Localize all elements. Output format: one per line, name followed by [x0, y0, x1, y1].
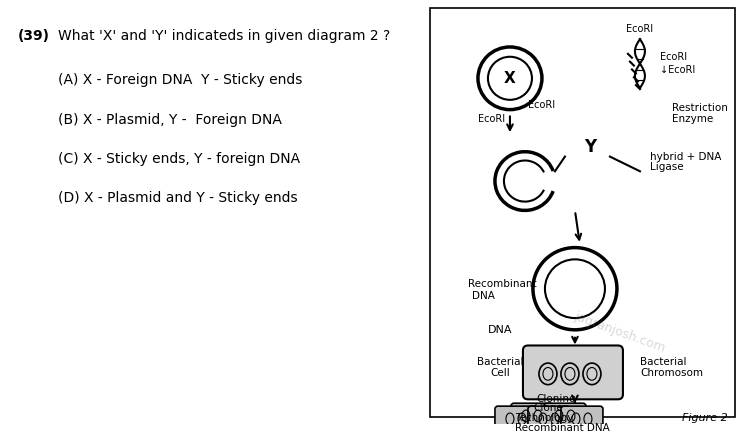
- FancyBboxPatch shape: [430, 8, 735, 417]
- FancyBboxPatch shape: [561, 406, 603, 432]
- Text: (A) X - Foreign DNA  Y - Sticky ends: (A) X - Foreign DNA Y - Sticky ends: [58, 74, 302, 87]
- Text: (39): (39): [18, 29, 50, 43]
- Text: DNA: DNA: [472, 291, 495, 301]
- Text: Enzyme: Enzyme: [672, 113, 713, 123]
- Text: Chromosom: Chromosom: [640, 368, 703, 378]
- Text: Cell: Cell: [490, 368, 510, 378]
- Text: EcoRI: EcoRI: [626, 24, 653, 34]
- Text: EcoRI: EcoRI: [528, 100, 555, 110]
- Text: Recombinant: Recombinant: [468, 279, 536, 289]
- Text: (C) X - Sticky ends, Y - foreign DNA: (C) X - Sticky ends, Y - foreign DNA: [58, 152, 300, 166]
- Text: Bacterial: Bacterial: [477, 357, 523, 367]
- Text: EcoRI: EcoRI: [660, 52, 687, 62]
- Text: Technology: Technology: [515, 413, 574, 423]
- Text: hybrid + DNA: hybrid + DNA: [650, 152, 722, 162]
- Text: Recombinant DNA: Recombinant DNA: [515, 423, 609, 433]
- Text: What 'X' and 'Y' indicateds in given diagram 2 ?: What 'X' and 'Y' indicateds in given dia…: [58, 29, 391, 43]
- Text: (D) X - Plasmid and Y - Sticky ends: (D) X - Plasmid and Y - Sticky ends: [58, 191, 298, 205]
- Text: ↓EcoRI: ↓EcoRI: [660, 65, 695, 75]
- FancyBboxPatch shape: [523, 346, 623, 399]
- Text: Restriction: Restriction: [672, 103, 728, 113]
- Text: Cloning: Cloning: [536, 394, 576, 404]
- Text: jagranjosh.com: jagranjosh.com: [572, 310, 667, 355]
- FancyBboxPatch shape: [544, 403, 586, 429]
- FancyBboxPatch shape: [528, 406, 570, 432]
- Text: Bacterial: Bacterial: [640, 357, 687, 367]
- FancyBboxPatch shape: [495, 406, 537, 432]
- Text: X: X: [504, 71, 516, 86]
- Text: DNA: DNA: [488, 325, 512, 335]
- Text: (B) X - Plasmid, Y -  Foreign DNA: (B) X - Plasmid, Y - Foreign DNA: [58, 113, 282, 126]
- Text: Clone: Clone: [533, 403, 562, 413]
- Text: Y: Y: [584, 138, 596, 156]
- Text: EcoRI: EcoRI: [478, 114, 505, 124]
- Text: Ligase: Ligase: [650, 162, 684, 172]
- Text: Figure 2: Figure 2: [682, 413, 728, 423]
- FancyBboxPatch shape: [511, 403, 553, 429]
